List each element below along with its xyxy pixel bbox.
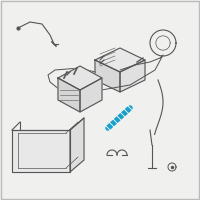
Polygon shape [12,130,70,172]
Polygon shape [95,60,120,92]
Polygon shape [58,66,102,90]
Polygon shape [70,118,84,172]
Polygon shape [58,78,80,112]
Polygon shape [80,78,102,112]
Polygon shape [120,60,145,92]
Polygon shape [95,48,145,72]
